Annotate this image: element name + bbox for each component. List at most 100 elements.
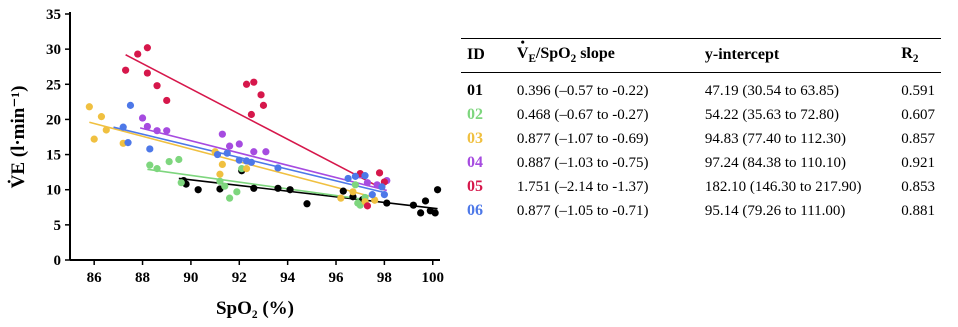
data-point-06 (351, 172, 359, 180)
table-body: 01 0.396 (–0.57 to -0.22) 47.19 (30.54 to … (461, 73, 941, 227)
table-header-row: ID VE/SpO2 slope y-intercept R 2 (461, 37, 941, 74)
fit-lines (89, 54, 438, 210)
data-point-05 (363, 202, 372, 210)
header-slope: VE/SpO2 slope (510, 37, 699, 74)
y-tick-label: 0 (54, 253, 62, 269)
cell-slope: 0.396 (–0.57 to -0.22) (516, 82, 649, 99)
data-point-05 (375, 169, 384, 177)
header-id: ID (461, 37, 511, 74)
table-row: 02 0.468 (–0.67 to -0.27) 54.22 (35.63 to … (461, 103, 941, 127)
data-point-03 (97, 113, 106, 121)
cell-r2: 0.853 (901, 178, 935, 195)
data-point-04 (363, 179, 372, 187)
data-point-06 (274, 164, 282, 172)
data-point-04 (250, 148, 258, 156)
data-point-02 (351, 181, 359, 189)
table-row: 01 0.396 (–0.57 to -0.22) 47.19 (30.54 to … (461, 73, 941, 104)
data-point-02 (226, 194, 234, 202)
data-point-01 (383, 199, 391, 207)
y-tick-label: 25 (46, 77, 61, 93)
header-slope-e: E (528, 53, 536, 66)
data-point-04 (226, 142, 234, 150)
cell-id: 03 (467, 130, 483, 148)
cell-r2: 0.881 (901, 202, 935, 219)
axis-labels: SpO₂ (%) V̇E (l·min⁻¹) (8, 86, 294, 319)
data-point-02 (153, 165, 161, 173)
y-tick-label: 5 (54, 218, 62, 234)
fit-line-03 (89, 121, 378, 199)
cell-id: 01 (467, 82, 483, 100)
data-point-03 (337, 194, 345, 202)
data-point-04 (262, 148, 270, 156)
data-point-06 (344, 174, 352, 183)
data-point-01 (194, 186, 202, 194)
data-point-04 (218, 130, 226, 138)
data-point-01 (421, 197, 430, 205)
data-point-06 (368, 191, 376, 199)
cell-intercept: 182.10 (146.30 to 217.90) (704, 178, 862, 195)
data-point-03 (218, 160, 226, 169)
header-intercept: y-intercept (698, 37, 896, 74)
fit-line-05 (125, 54, 385, 191)
cell-r2: 0.591 (901, 82, 935, 99)
cell-r2: 0.921 (901, 154, 935, 171)
regression-table-container: ID VE/SpO2 slope y-intercept R 2 01 0.396 … (461, 37, 941, 227)
cell-slope: 0.877 (–1.05 to -0.71) (516, 202, 649, 219)
data-point-04 (153, 127, 161, 135)
cell-intercept: 54.22 (35.63 to 72.80) (704, 106, 840, 123)
data-point-06 (119, 123, 127, 131)
x-tick-label: 90 (183, 270, 198, 286)
table-row: 03 0.877 (–1.07 to -0.69) 94.83 (77.40 to … (461, 127, 941, 151)
data-point-04 (143, 122, 151, 131)
data-point-06 (146, 145, 154, 153)
data-point-06 (247, 158, 255, 166)
data-point-03 (371, 196, 379, 204)
data-point-02 (233, 188, 241, 196)
y-tick-label: 10 (46, 183, 61, 199)
data-point-03 (85, 103, 93, 111)
data-point-03 (349, 188, 357, 196)
data-point-05 (257, 91, 265, 99)
cell-id: 06 (467, 202, 483, 220)
data-point-06 (380, 191, 388, 199)
cell-id: 04 (467, 154, 483, 172)
cell-intercept: 94.83 (77.40 to 112.30) (704, 130, 846, 147)
data-point-03 (102, 126, 110, 134)
data-point-02 (177, 179, 185, 187)
header-r: R (901, 45, 913, 62)
data-point-05 (153, 82, 161, 90)
data-point-05 (247, 110, 255, 119)
table-row: 06 0.877 (–1.05 to -0.71) 95.14 (79.26 to … (461, 199, 941, 226)
y-tick-label: 30 (46, 42, 61, 58)
y-tick-label: 15 (46, 148, 61, 164)
data-point-01 (339, 187, 347, 195)
data-point-02 (221, 182, 229, 190)
data-point-05 (134, 50, 142, 58)
header-slope-v: V (517, 45, 529, 63)
header-slope-tail: slope (576, 45, 615, 62)
cell-id: 02 (467, 106, 483, 124)
data-point-05 (163, 96, 171, 105)
data-point-01 (409, 201, 417, 209)
data-point-02 (216, 177, 224, 185)
data-point-01 (303, 200, 311, 208)
data-point-01 (274, 184, 282, 192)
table-row: 04 0.887 (–1.03 to -0.75) 97.24 (84.38 to … (461, 151, 941, 175)
data-point-05 (250, 78, 258, 86)
data-point-04 (235, 140, 243, 148)
data-point-01 (431, 209, 439, 217)
data-point-01 (286, 186, 294, 194)
data-point-05 (259, 101, 268, 109)
header-slope-sub2: 2 (570, 53, 577, 66)
x-tick-label: 88 (135, 270, 150, 286)
y-tick-label: 20 (46, 112, 61, 128)
data-point-01 (433, 186, 442, 194)
x-tick-label: 96 (329, 270, 345, 286)
cell-intercept: 97.24 (84.38 to 110.10) (704, 154, 846, 171)
data-point-04 (138, 114, 147, 122)
data-point-06 (235, 156, 243, 164)
data-point-03 (90, 135, 98, 143)
data-point-01 (250, 184, 258, 192)
data-points (85, 44, 442, 217)
data-point-05 (122, 66, 130, 74)
